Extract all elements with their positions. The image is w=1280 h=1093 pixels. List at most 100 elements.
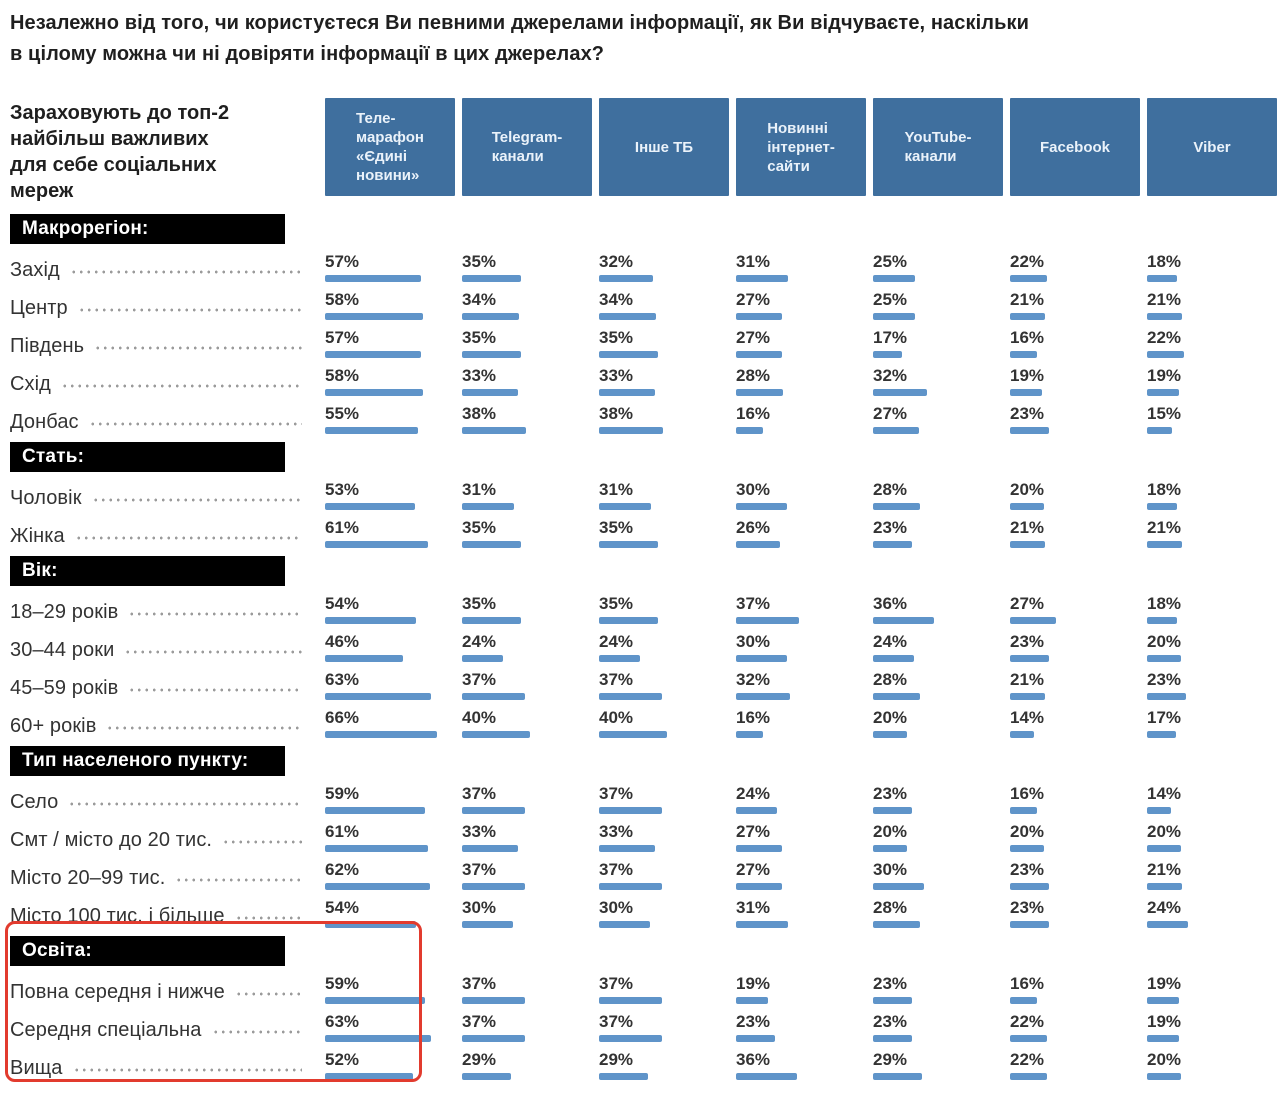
column-header: Telegram- канали (462, 98, 592, 196)
percent-label: 62% (325, 860, 360, 879)
percent-label: 24% (873, 632, 908, 651)
value-cell: 21% (1147, 860, 1277, 890)
percent-label: 54% (325, 594, 360, 613)
row-label-cell: Село (10, 791, 318, 814)
percent-label: 31% (736, 252, 771, 271)
value-bar (736, 617, 799, 624)
value-cell: 23% (1010, 898, 1140, 928)
percent-label: 25% (873, 252, 908, 271)
percent-label: 63% (325, 1012, 360, 1031)
dot-leader (234, 916, 302, 920)
section-title: Тип населеного пункту: (10, 746, 285, 776)
dot-leader (211, 1030, 302, 1034)
column-header-label: Telegram- канали (491, 129, 563, 165)
value-bar (1010, 655, 1049, 662)
value-cell: 24% (462, 632, 592, 662)
percent-label: 57% (325, 252, 360, 271)
row-label-cell: Центр (10, 297, 318, 320)
value-bar (599, 997, 662, 1004)
value-cell: 23% (1010, 860, 1140, 890)
value-bar (736, 731, 764, 738)
table-row: Село 59% 37% 37% 24% 23% 16% 14% (10, 776, 1277, 814)
value-bar (462, 275, 522, 282)
value-bar (325, 313, 424, 320)
value-bar (325, 807, 425, 814)
value-cell: 37% (736, 594, 866, 624)
percent-label: 25% (873, 290, 908, 309)
page-title: Незалежно від того, чи користуєтеся Ви п… (10, 12, 1029, 65)
value-bar (599, 351, 659, 358)
value-bar (462, 617, 522, 624)
table-row: Повна середня і нижче 59% 37% 37% 19% 23% 16% 1… (10, 966, 1277, 1004)
value-cell: 33% (462, 366, 592, 396)
value-cell: 22% (1010, 1050, 1140, 1080)
value-cell: 35% (462, 328, 592, 358)
value-cell: 37% (599, 784, 729, 814)
value-bar (325, 655, 403, 662)
value-bar (873, 427, 919, 434)
value-cell: 46% (325, 632, 455, 662)
value-bar (736, 1073, 797, 1080)
value-bar (325, 389, 424, 396)
value-cell: 30% (736, 632, 866, 662)
percent-label: 19% (1147, 1012, 1182, 1031)
percent-label: 18% (1147, 594, 1182, 613)
value-bar (873, 1073, 922, 1080)
value-bar (462, 351, 522, 358)
value-bar (736, 1035, 775, 1042)
value-cell: 23% (873, 974, 1003, 1004)
value-cell: 23% (1147, 670, 1277, 700)
percent-label: 24% (736, 784, 771, 803)
table-row: Вища 52% 29% 29% 36% 29% 22% 20% (10, 1042, 1277, 1080)
value-cell: 40% (462, 708, 592, 738)
value-cell: 36% (873, 594, 1003, 624)
value-cell: 30% (599, 898, 729, 928)
value-bar (599, 655, 640, 662)
value-bar (599, 731, 667, 738)
percent-label: 35% (462, 594, 497, 613)
value-cell: 32% (599, 252, 729, 282)
value-bar (1010, 1035, 1048, 1042)
value-bar (462, 997, 525, 1004)
percent-label: 20% (1147, 822, 1182, 841)
value-cell: 30% (873, 860, 1003, 890)
percent-label: 23% (736, 1012, 771, 1031)
value-bar (873, 503, 921, 510)
value-bar (325, 1035, 432, 1042)
percent-label: 19% (1010, 366, 1045, 385)
percent-label: 59% (325, 784, 360, 803)
value-bar (1010, 503, 1044, 510)
percent-label: 57% (325, 328, 360, 347)
table-row: Донбас 55% 38% 38% 16% 27% 23% 15% (10, 396, 1277, 434)
value-bar (1147, 731, 1176, 738)
value-bar (599, 389, 655, 396)
value-bar (599, 313, 657, 320)
value-bar (462, 1035, 525, 1042)
column-header-label: Теле- марафон «Єдині новини» (356, 110, 424, 184)
value-cell: 17% (1147, 708, 1277, 738)
value-cell: 38% (462, 404, 592, 434)
row-label-cell: 30–44 роки (10, 639, 318, 662)
percent-label: 40% (462, 708, 497, 727)
percent-label: 23% (873, 974, 908, 993)
value-cell: 27% (736, 328, 866, 358)
percent-label: 33% (462, 822, 497, 841)
value-bar (1010, 427, 1049, 434)
value-cell: 40% (599, 708, 729, 738)
value-cell: 21% (1147, 290, 1277, 320)
value-bar (599, 1073, 648, 1080)
percent-label: 28% (873, 898, 908, 917)
value-cell: 23% (873, 518, 1003, 548)
percent-label: 22% (1147, 328, 1182, 347)
value-cell: 57% (325, 328, 455, 358)
section: Вік: 18–29 років 54% 35% 35% 37% 36% 27% 18% 30–4… (10, 556, 1277, 738)
percent-label: 31% (599, 480, 634, 499)
percent-label: 61% (325, 822, 360, 841)
value-bar (1010, 845, 1044, 852)
value-cell: 21% (1010, 670, 1140, 700)
percent-label: 35% (462, 328, 497, 347)
value-cell: 37% (599, 670, 729, 700)
value-bar (599, 883, 662, 890)
percent-label: 21% (1010, 518, 1045, 537)
